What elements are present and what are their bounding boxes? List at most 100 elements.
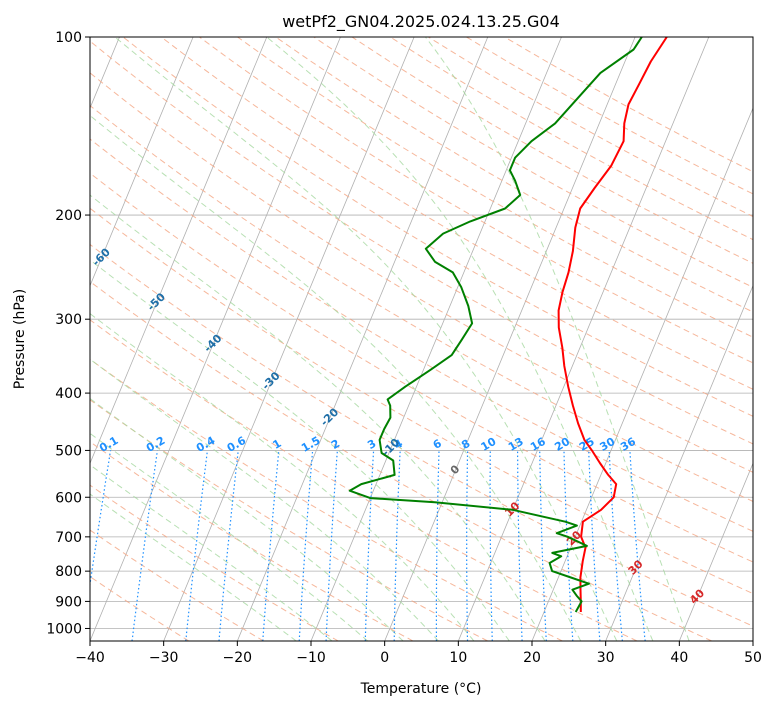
isotherm-label: -50 [145,290,168,313]
mixing-ratio-line [539,450,547,641]
moist-adiabat-line [90,432,369,641]
dry-adiabat-line [90,399,488,641]
mixing-ratio-label: 30 [598,435,618,454]
dewpoint-profile [348,37,643,613]
dry-adiabat-line [313,37,753,288]
isotherm-label: 0 [448,462,463,477]
plot-area: 0.10.20.40.611.52346810131620253036-100-… [0,37,753,641]
y-tick-label: 200 [55,208,82,224]
dry-adiabat-line [90,72,753,473]
x-tick-label: −10 [296,650,326,666]
dry-adiabat-line [90,172,753,563]
mixing-ratio-line [517,450,523,641]
x-tick-label: 0 [380,650,389,666]
moist-adiabat-line [90,397,404,641]
dry-adiabat-line [90,207,753,595]
mixing-ratio-label: 0.4 [194,434,218,455]
mixing-ratio-line [185,450,208,641]
dry-adiabat-line [90,529,264,641]
dry-adiabat-line [90,441,414,641]
dry-adiabat-line [90,319,638,641]
isotherm-label: -80 [0,157,3,180]
y-tick-label: 500 [55,443,82,459]
isotherm-line [457,37,710,641]
mixing-ratio-label: 6 [431,437,444,452]
x-tick-label: 40 [670,650,688,666]
isotherm-line [384,37,636,641]
dry-adiabat-line [466,37,753,195]
isotherm-line [605,284,753,641]
y-tick-label: 600 [55,490,82,506]
mixing-ratio-label: 1.5 [299,434,322,455]
y-axis-title: Pressure (hPa) [12,289,28,389]
mixing-ratio-label: 16 [528,435,548,454]
moist-adiabat-line [90,493,297,641]
dry-adiabat-line [90,138,753,532]
y-tick-label: 700 [55,530,82,546]
moist-adiabat-line [90,313,475,641]
dry-adiabat-line [90,358,563,641]
mixing-ratio-line [588,450,601,641]
dry-adiabat-line [504,37,753,173]
x-tick-label: 50 [744,650,762,666]
x-tick-label: −40 [75,650,105,666]
mixing-ratio-label: 0.6 [225,434,249,455]
isotherm-label: -40 [201,331,224,354]
dry-adiabat-line [90,575,190,641]
moist-adiabat-line [90,464,333,641]
mixing-ratio-label: 8 [459,437,472,452]
y-tick-label: 800 [55,564,82,580]
isotherm-line [678,462,753,641]
dry-adiabat-line [237,37,753,338]
mixing-ratio-line [466,450,469,641]
mixing-ratio-label: 20 [552,435,572,454]
y-tick-label: 300 [55,312,82,328]
x-tick-label: −20 [223,650,253,666]
isotherm-line [90,37,194,287]
x-axis-title: Temperature (°C) [360,681,482,697]
moist-adiabat-line [90,259,510,641]
moist-adiabat-line [90,194,546,641]
x-tick-label: 30 [597,650,615,666]
moist-adiabat-line [90,358,439,641]
isotherm-line [90,37,341,641]
chart-title: wetPf2_GN04.2025.024.13.25.G04 [282,12,560,32]
dry-adiabat-line [275,37,753,313]
y-tick-label: 1000 [46,621,82,637]
dry-adiabat-label: 30 [626,557,646,577]
x-tick-label: 10 [449,650,467,666]
mixing-ratio-label: 13 [506,435,526,454]
mixing-ratio-line [435,450,440,641]
mixing-ratio-label: 2 [329,437,342,452]
mixing-ratio-line [131,450,158,641]
isotherm-line [752,639,753,641]
mixing-ratio-line [489,450,493,641]
isotherm-line [163,37,415,641]
dry-adiabat-line [199,37,753,364]
plot-frame [89,36,754,642]
isotherm-label: -60 [90,245,113,268]
dry-adiabat-line [90,243,753,627]
dry-adiabat-line [90,280,712,641]
isotherm-line [310,37,562,641]
moist-adiabat-line [114,37,618,641]
moist-adiabat-line [425,37,690,641]
y-tick-label: 900 [55,594,82,610]
temperature-profile [557,37,668,612]
x-tick-label: 20 [523,650,541,666]
mixing-ratio-line [90,450,112,589]
dry-adiabat-line [90,40,753,445]
mixing-ratio-line [262,450,280,641]
dry-adiabat-line [428,37,753,218]
dry-adiabat-line [160,37,753,390]
isotherm-label: -20 [318,405,341,428]
mixing-ratio-line [218,450,239,641]
y-tick-label: 400 [55,386,82,402]
mixing-ratio-label: 10 [479,435,499,454]
dry-adiabat-line [90,484,339,641]
moist-adiabat-line [90,114,582,641]
moist-adiabat-line [266,37,654,641]
isotherm-line [90,37,268,465]
mixing-ratio-line [393,450,401,641]
